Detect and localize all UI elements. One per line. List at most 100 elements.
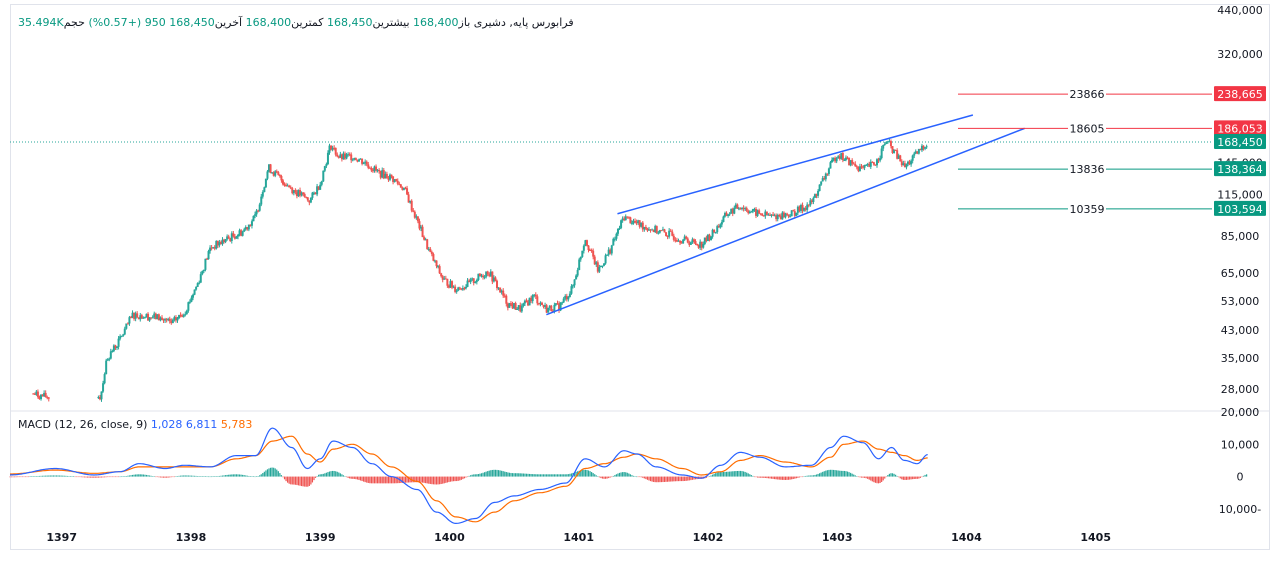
candle-body	[708, 234, 711, 241]
macd-histogram-bar	[569, 473, 571, 477]
macd-histogram-bar	[573, 472, 576, 477]
price-label-text: 238,665	[1217, 88, 1263, 101]
macd-histogram-bar	[649, 476, 652, 482]
macd-histogram-bar	[901, 476, 903, 480]
candle-body	[218, 242, 221, 246]
macd-histogram-bar	[429, 476, 431, 484]
macd-histogram-bar	[283, 476, 286, 480]
macd-histogram-bar	[716, 472, 718, 477]
macd-histogram-bar	[305, 476, 307, 487]
candle-body	[281, 180, 284, 185]
macd-histogram-bar	[308, 476, 310, 486]
macd-histogram-bar	[26, 476, 28, 478]
macd-histogram-bar	[561, 474, 563, 477]
macd-histogram-bar	[212, 476, 214, 478]
candle-body	[129, 317, 132, 319]
macd-histogram-bar	[229, 474, 231, 477]
macd-histogram-bar	[288, 476, 290, 484]
candle-body	[359, 158, 362, 160]
candle-body	[742, 207, 745, 209]
macd-histogram-bar	[446, 476, 448, 483]
candle-body	[430, 251, 433, 255]
candle-body	[500, 290, 503, 293]
macd-histogram-bar	[420, 476, 422, 483]
macd-histogram-bar	[592, 473, 594, 477]
macd-histogram-bar	[916, 476, 918, 479]
candle-body	[607, 249, 610, 255]
candle-body	[435, 260, 438, 267]
candle-body	[640, 222, 643, 227]
macd-histogram-bar	[263, 471, 265, 477]
candle-body	[841, 153, 844, 160]
macd-histogram-bar	[483, 472, 486, 477]
macd-histogram-bar	[462, 476, 464, 480]
macd-histogram-bar	[34, 476, 36, 477]
macd-histogram-bar	[480, 473, 483, 477]
candle-body	[441, 276, 444, 280]
macd-histogram-bar	[180, 475, 182, 477]
macd-histogram-bar	[746, 472, 748, 477]
candle-body	[147, 313, 150, 321]
macd-histogram-bar	[17, 476, 19, 478]
candle-body	[838, 156, 841, 159]
price-axis-tick: 115,000	[1217, 189, 1263, 202]
macd-histogram-bar	[324, 473, 326, 477]
candle-body	[295, 192, 298, 197]
candle-body	[736, 204, 739, 209]
macd-histogram-bar	[65, 475, 67, 477]
candle-body	[356, 159, 359, 162]
macd-histogram-bar	[601, 476, 604, 479]
candle-body	[733, 207, 736, 214]
macd-histogram-bar	[558, 474, 560, 477]
macd-histogram-bar	[38, 475, 41, 477]
macd-histogram-bar	[108, 476, 110, 478]
macd-histogram-bar	[553, 474, 555, 477]
macd-histogram-bar	[564, 474, 566, 477]
macd-histogram-bar	[15, 476, 17, 478]
macd-histogram-bar	[665, 476, 667, 482]
price-axis-tick: 85,000	[1221, 230, 1260, 243]
macd-histogram-bar	[311, 476, 314, 483]
macd-histogram-bar	[269, 467, 272, 477]
candle-body	[893, 149, 896, 153]
macd-histogram-bar	[77, 476, 79, 478]
macd-histogram-bar	[710, 475, 712, 477]
price-axis-tick: 43,000	[1221, 324, 1260, 337]
macd-histogram-bar	[18, 476, 20, 478]
macd-histogram-bar	[223, 475, 225, 477]
macd-histogram-bar	[294, 476, 296, 485]
macd-histogram-bar	[525, 473, 528, 477]
candle-body	[288, 185, 291, 188]
macd-histogram-bar	[684, 476, 686, 481]
macd-histogram-bar	[355, 476, 357, 480]
macd-histogram-bar	[449, 476, 452, 482]
candle-body	[877, 159, 880, 161]
candle-body	[903, 163, 906, 168]
symbol-name: فرابورس پایه	[512, 16, 574, 29]
trendline-lower-channel[interactable]	[546, 127, 1025, 316]
candle-body	[875, 159, 878, 166]
macd-histogram-bar	[220, 475, 222, 477]
candle-body	[899, 155, 902, 162]
candle-body	[205, 258, 208, 260]
macd-histogram-bar	[335, 471, 337, 477]
candle-body	[444, 278, 447, 280]
candle-body	[720, 221, 723, 225]
macd-histogram-bar	[772, 476, 774, 479]
macd-histogram-bar	[708, 476, 711, 477]
macd-histogram-bar	[282, 476, 284, 478]
macd-histogram-bar	[924, 474, 926, 477]
candle-body	[854, 163, 857, 167]
candle-body	[573, 279, 576, 286]
macd-histogram-bar	[421, 476, 424, 483]
candle-body	[258, 204, 261, 211]
macd-histogram-bar	[670, 476, 672, 482]
macd-histogram-bar	[361, 476, 363, 482]
macd-histogram-bar	[31, 476, 33, 477]
candle-body	[221, 239, 224, 245]
macd-histogram-bar	[313, 476, 315, 481]
candle-body	[185, 310, 188, 315]
candle-body	[562, 298, 565, 303]
trendline-upper-channel[interactable]	[617, 114, 974, 215]
